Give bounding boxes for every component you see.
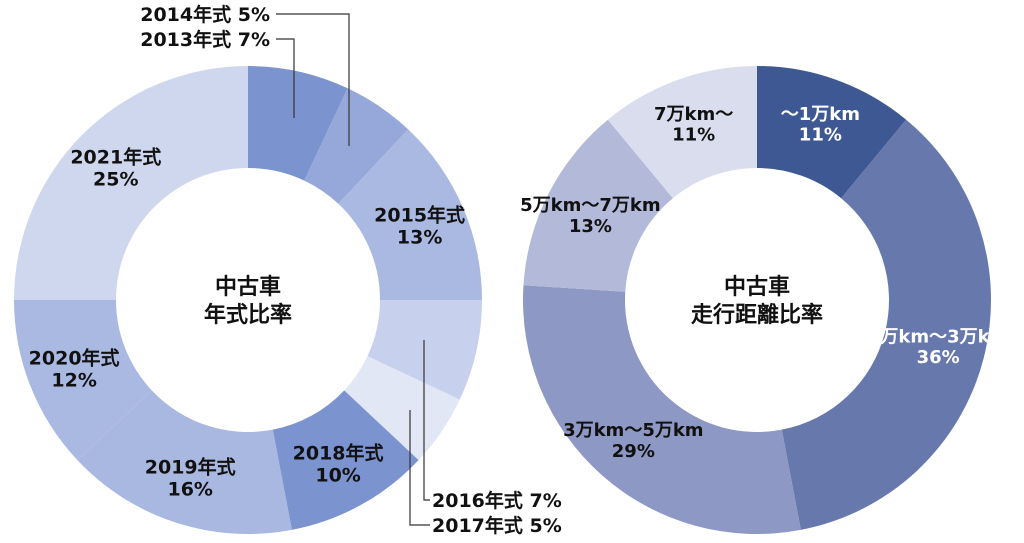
- slice-label-8: 2020年式 12%: [29, 347, 120, 392]
- model-year-center-title: 中古車年式比率: [204, 274, 292, 328]
- slice-label-3: 3万km～5万km 29%: [563, 420, 704, 462]
- donut-slice-2: [304, 88, 409, 204]
- slice-label-2: 2014年式 5%: [140, 3, 270, 26]
- slice-label-5: 7万km～ 11%: [654, 104, 733, 146]
- slice-label-5: 2017年式 5%: [432, 514, 562, 537]
- leader-line-5: [409, 410, 430, 526]
- slice-label-9: 2021年式 25%: [70, 145, 161, 190]
- mileage-center-title: 中古車走行距離比率: [691, 274, 823, 328]
- leader-line-2: [276, 13, 350, 146]
- donut-slice-5: [607, 66, 757, 199]
- donut-slice-3: [523, 285, 801, 535]
- donut-slice-4: [367, 300, 482, 400]
- donut-slice-6: [272, 390, 419, 530]
- mileage-labels: ～1万km 11% 1万km～3万km 36% 3万km～5万km 29% 5万km～7万k…: [520, 104, 1008, 462]
- donut-slice-5: [344, 356, 460, 461]
- slice-label-1: 2013年式 7%: [140, 28, 270, 51]
- leader-line-1: [276, 38, 295, 118]
- slice-label-6: 2018年式 10%: [293, 442, 384, 487]
- slice-label-4: 2016年式 7%: [432, 489, 562, 512]
- donut-slice-3: [338, 129, 482, 300]
- slice-label-7: 2019年式 16%: [145, 456, 236, 501]
- donut-slice-7: [77, 390, 292, 534]
- slice-label-3: 2015年式 13%: [374, 203, 465, 248]
- donut-slice-1: [757, 66, 907, 199]
- slice-label-4: 5万km～7万km 13%: [520, 195, 661, 237]
- donut-slice-9: [14, 66, 248, 300]
- leader-line-4: [423, 340, 430, 501]
- donut-slice-1: [248, 66, 348, 181]
- model-year-labels: 2015年式 13% 2018年式 10% 2019年式 16% 2020年式 12% 2021…: [29, 3, 562, 537]
- mileage-donut: [523, 66, 992, 535]
- donut-slice-4: [523, 119, 673, 292]
- slice-label-2: 1万km～3万km 36%: [868, 326, 1009, 368]
- donut-slice-8: [13, 300, 152, 461]
- donut-slice-2: [781, 119, 992, 530]
- slice-label-1: ～1万km 11%: [781, 104, 860, 146]
- model-year-donut: [13, 66, 482, 534]
